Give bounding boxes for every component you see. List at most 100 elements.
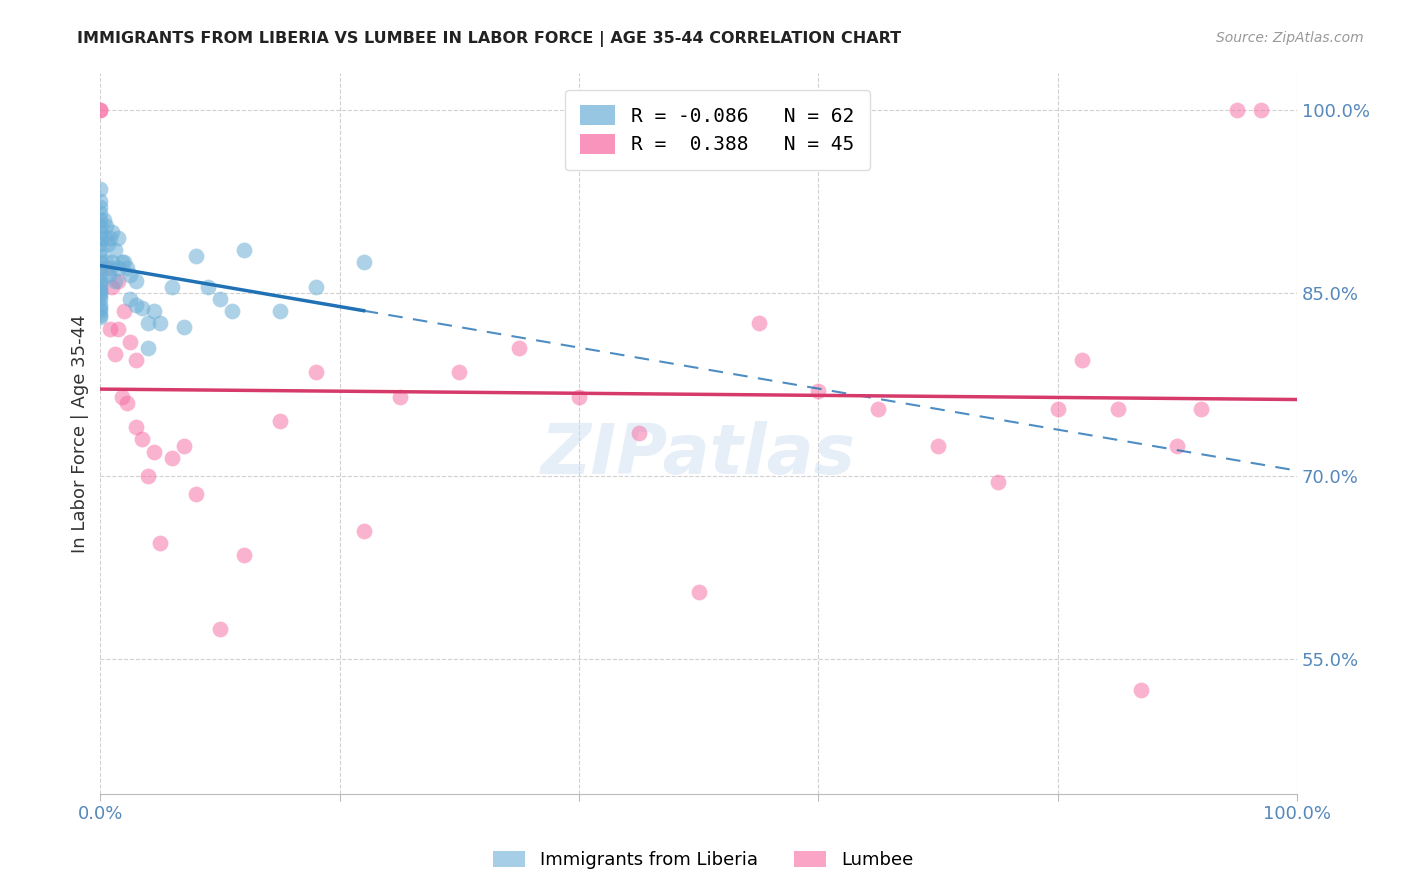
Point <box>89 237 111 252</box>
Point <box>149 317 172 331</box>
Point <box>104 243 127 257</box>
Point <box>89 310 111 325</box>
Point <box>89 276 111 290</box>
Point <box>89 206 111 220</box>
Point <box>96 255 118 269</box>
Point <box>927 438 949 452</box>
Point <box>136 469 159 483</box>
Point <box>89 284 111 298</box>
Point <box>112 255 135 269</box>
Point <box>353 255 375 269</box>
Point <box>115 396 138 410</box>
Point <box>89 288 111 302</box>
Point <box>89 292 111 306</box>
Point <box>96 219 118 233</box>
Point <box>125 274 148 288</box>
Point <box>120 268 142 282</box>
Point <box>107 261 129 276</box>
Point <box>143 444 166 458</box>
Point <box>269 414 291 428</box>
Point <box>131 433 153 447</box>
Point <box>93 212 115 227</box>
Point <box>89 301 111 315</box>
Point <box>627 426 650 441</box>
Point <box>1189 401 1212 416</box>
Point <box>173 438 195 452</box>
Point <box>89 194 111 209</box>
Point <box>125 353 148 368</box>
Point <box>107 231 129 245</box>
Point <box>807 384 830 398</box>
Point <box>89 231 111 245</box>
Point <box>96 237 118 252</box>
Point <box>111 390 134 404</box>
Legend: Immigrants from Liberia, Lumbee: Immigrants from Liberia, Lumbee <box>484 842 922 879</box>
Point <box>233 549 256 563</box>
Point <box>1226 103 1249 117</box>
Point <box>89 249 111 263</box>
Point <box>89 308 111 322</box>
Point <box>89 298 111 312</box>
Point <box>305 365 328 379</box>
Point <box>136 317 159 331</box>
Point <box>125 420 148 434</box>
Point <box>101 279 124 293</box>
Point <box>353 524 375 538</box>
Point <box>115 261 138 276</box>
Point <box>221 304 243 318</box>
Point <box>107 322 129 336</box>
Point <box>131 301 153 315</box>
Point <box>89 285 111 300</box>
Point <box>94 231 117 245</box>
Point <box>111 255 134 269</box>
Point <box>107 274 129 288</box>
Point <box>89 279 111 293</box>
Point <box>89 304 111 318</box>
Point <box>112 304 135 318</box>
Point <box>197 279 219 293</box>
Point <box>269 304 291 318</box>
Point <box>688 585 710 599</box>
Point <box>1046 401 1069 416</box>
Point <box>89 243 111 257</box>
Point <box>104 274 127 288</box>
Point <box>143 304 166 318</box>
Point <box>388 390 411 404</box>
Point <box>89 182 111 196</box>
Point <box>98 322 121 336</box>
Point <box>305 279 328 293</box>
Point <box>1070 353 1092 368</box>
Point <box>160 279 183 293</box>
Point <box>89 255 111 269</box>
Point <box>89 212 111 227</box>
Point <box>160 450 183 465</box>
Point <box>1166 438 1188 452</box>
Point <box>89 200 111 214</box>
Point <box>508 341 530 355</box>
Point <box>868 401 890 416</box>
Text: ZIPatlas: ZIPatlas <box>541 421 856 489</box>
Point <box>104 347 127 361</box>
Legend: R = -0.086   N = 62, R =  0.388   N = 45: R = -0.086 N = 62, R = 0.388 N = 45 <box>565 90 870 169</box>
Point <box>89 225 111 239</box>
Point <box>184 487 207 501</box>
Point <box>98 261 121 276</box>
Point <box>568 390 591 404</box>
Point <box>184 249 207 263</box>
Point <box>89 103 111 117</box>
Point <box>208 292 231 306</box>
Point <box>89 268 111 282</box>
Point <box>987 475 1010 490</box>
Point <box>1250 103 1272 117</box>
Point <box>89 261 111 276</box>
Point <box>136 341 159 355</box>
Point <box>101 225 124 239</box>
Y-axis label: In Labor Force | Age 35-44: In Labor Force | Age 35-44 <box>72 314 89 553</box>
Point <box>449 365 471 379</box>
Text: IMMIGRANTS FROM LIBERIA VS LUMBEE IN LABOR FORCE | AGE 35-44 CORRELATION CHART: IMMIGRANTS FROM LIBERIA VS LUMBEE IN LAB… <box>77 31 901 47</box>
Point <box>747 317 769 331</box>
Point <box>96 261 118 276</box>
Point <box>97 268 120 282</box>
Point <box>125 298 148 312</box>
Point <box>1130 682 1153 697</box>
